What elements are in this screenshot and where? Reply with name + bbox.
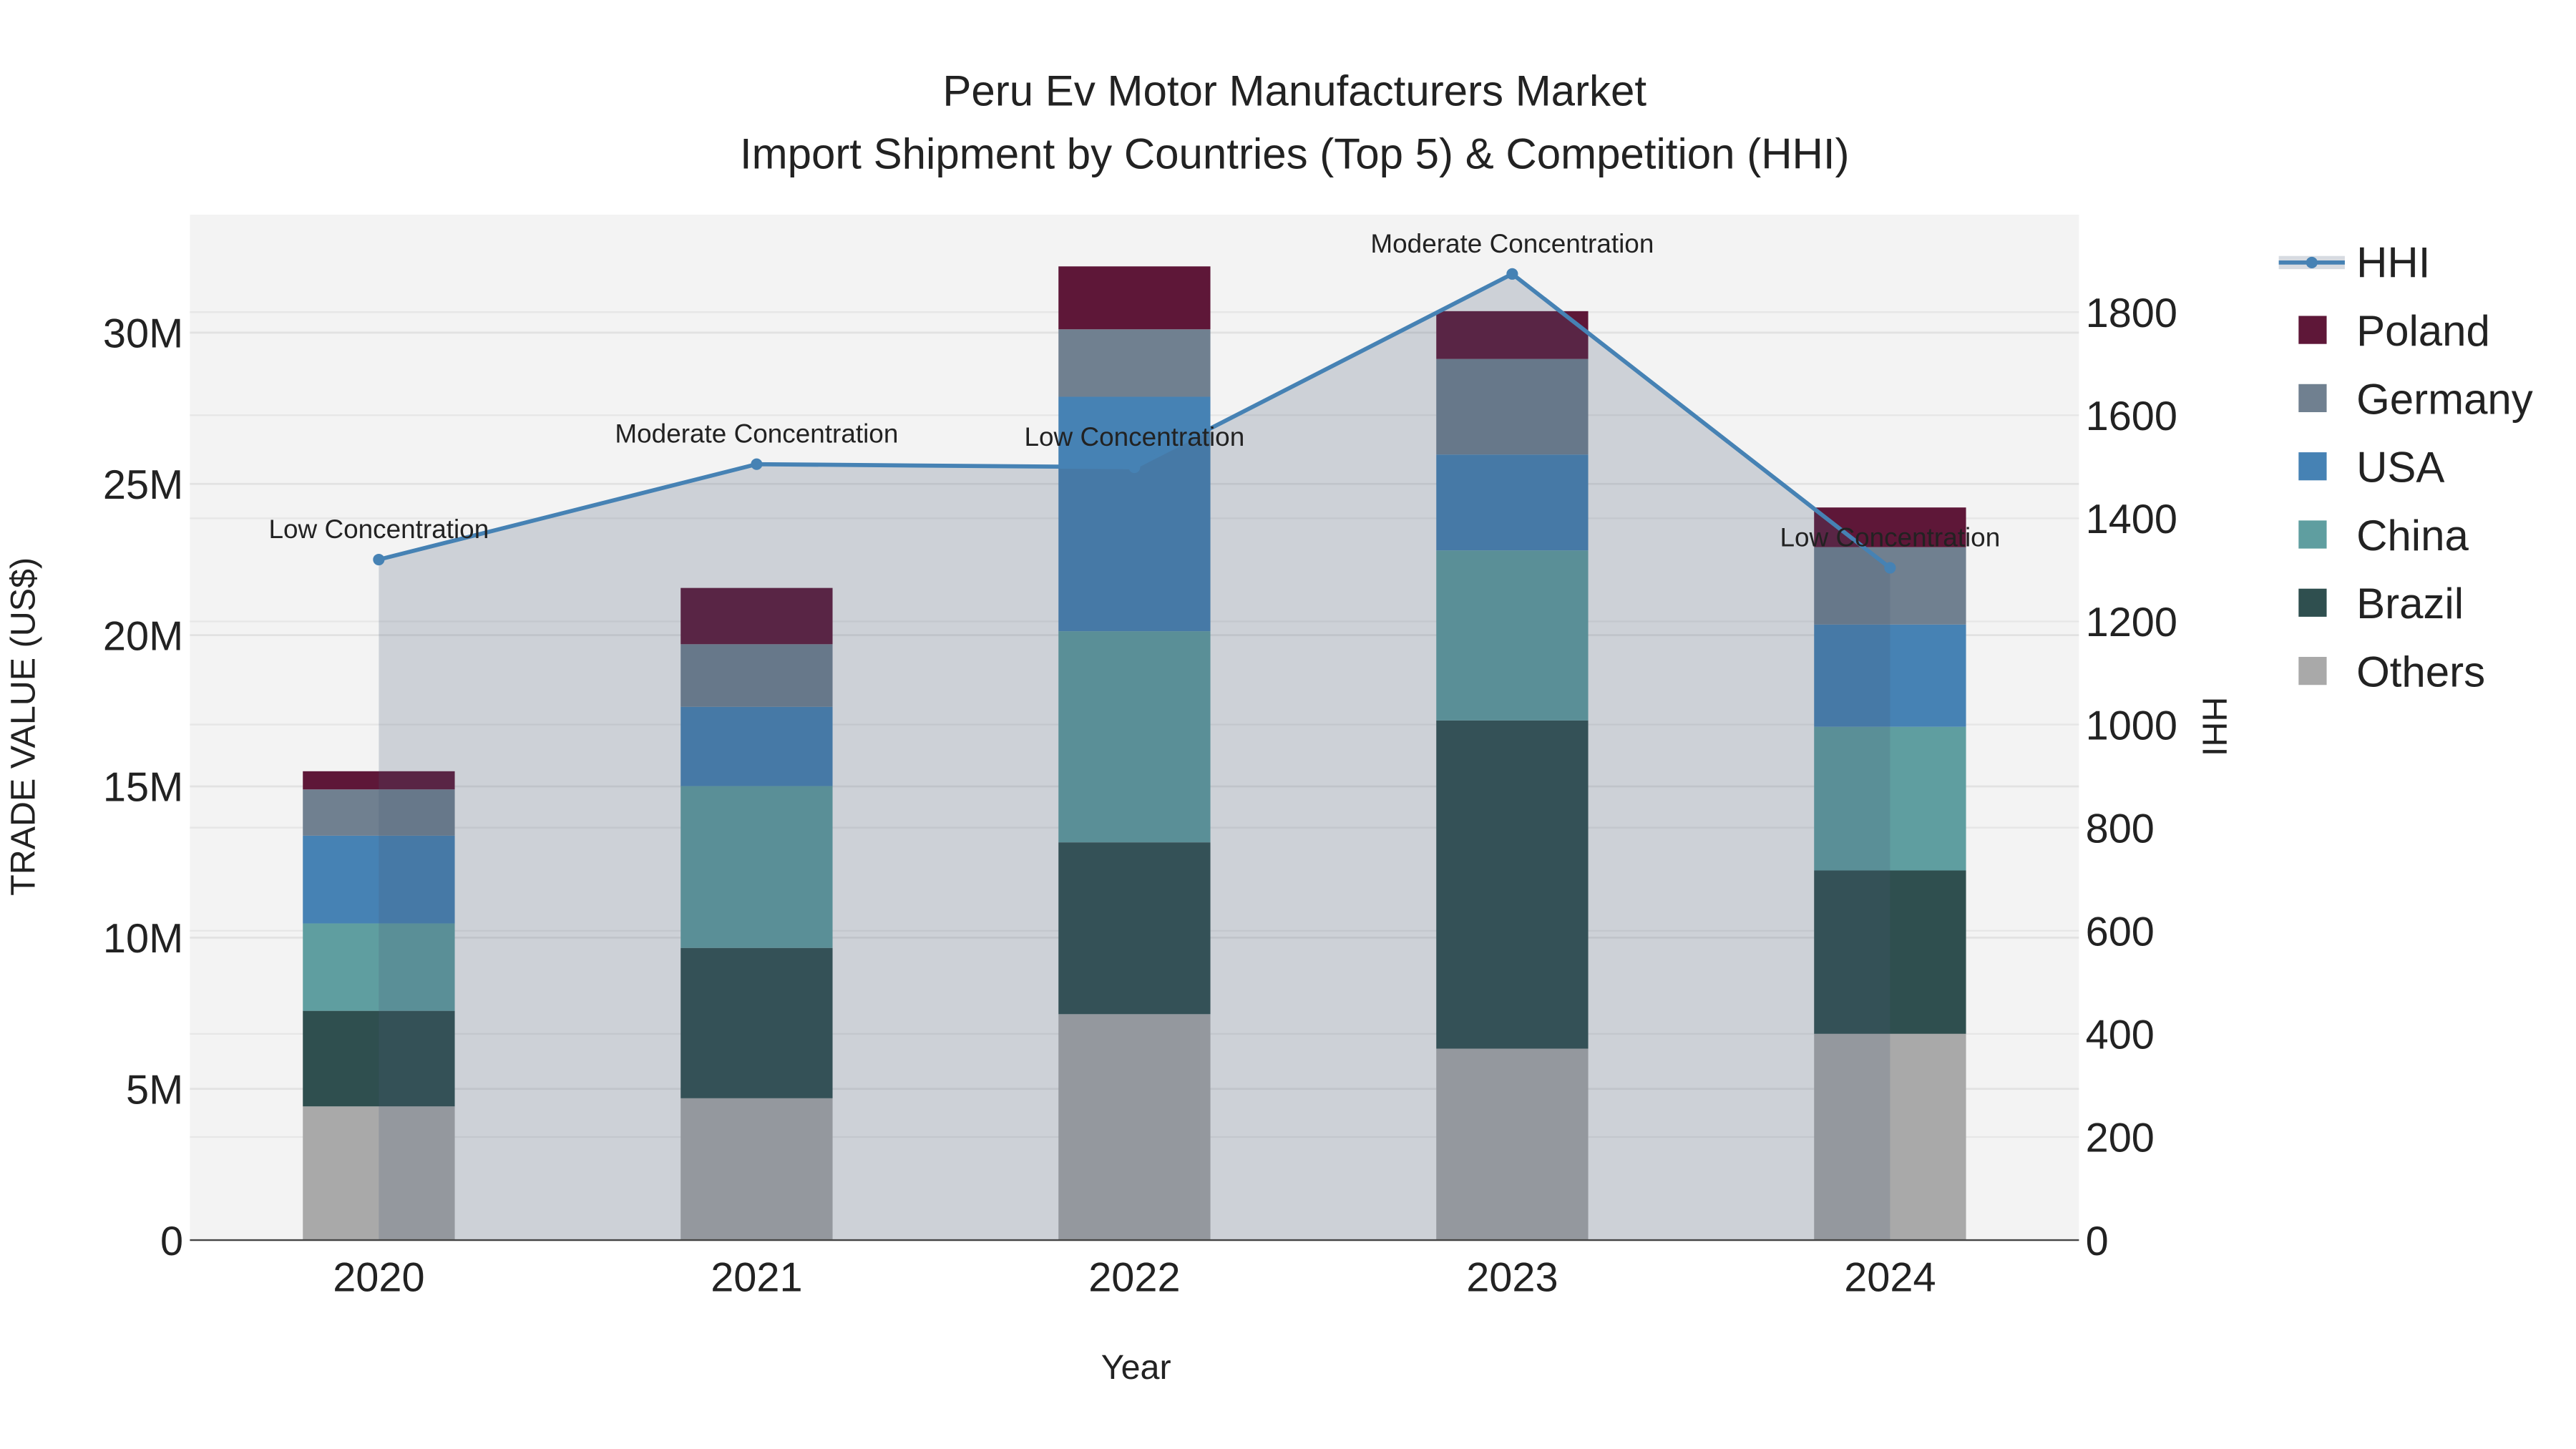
bar-poland-2020 (303, 771, 455, 790)
legend-label-china: China (2356, 512, 2469, 560)
bar-china-2022 (1058, 631, 1211, 843)
bar-germany-2022 (1058, 329, 1211, 397)
bar-usa-2020 (303, 835, 455, 924)
y2-tick-label: 1200 (2086, 600, 2177, 645)
y-tick-label: 25M (103, 462, 183, 508)
bar-brazil-2024 (1814, 870, 1966, 1034)
bar-poland-2022 (1058, 266, 1211, 330)
y2-tick-label: 1000 (2086, 703, 2177, 748)
bar-china-2023 (1436, 550, 1589, 721)
x-tick-label: 2022 (1088, 1255, 1180, 1301)
x-tick-label: 2023 (1466, 1255, 1558, 1301)
bars (303, 266, 1966, 1241)
legend-swatch-usa (2298, 452, 2327, 481)
hhi-series: Low Concentration Moderate Concentration L… (269, 229, 2001, 1241)
y-tick-label: 30M (103, 311, 183, 357)
y2-tick-label: 1400 (2086, 497, 2177, 542)
hhi-area (379, 273, 1890, 1241)
bar-poland-2023 (1436, 311, 1589, 359)
y2-tick-label: 0 (2086, 1219, 2109, 1264)
legend-swatch-china (2298, 520, 2327, 549)
hhi-annotation: Low Concentration (1780, 523, 2001, 552)
legend-swatch-others (2298, 657, 2327, 686)
bar-usa-2024 (1814, 624, 1966, 727)
x-tick-label: 2024 (1844, 1255, 1936, 1301)
hhi-point-2024 (1884, 562, 1896, 574)
y-tick-label: 5M (126, 1067, 183, 1113)
y-tick-label: 20M (103, 613, 183, 659)
legend-label-germany: Germany (2356, 375, 2533, 423)
bar-germany-2023 (1436, 358, 1589, 455)
bar-brazil-2021 (680, 947, 833, 1098)
bar-germany-2024 (1814, 547, 1966, 625)
x-tick-label: 2021 (711, 1255, 802, 1301)
bar-brazil-2023 (1436, 720, 1589, 1049)
y2-tick-label: 400 (2086, 1013, 2155, 1058)
hhi-point-2020 (373, 553, 385, 566)
bar-china-2020 (303, 923, 455, 1011)
hhi-point-2022 (1128, 461, 1141, 474)
legend-label-poland: Poland (2356, 307, 2490, 355)
bar-brazil-2020 (303, 1010, 455, 1107)
legend: HHI Poland Germany USA China Brazil Others (2278, 239, 2533, 696)
chart-subtitle: Import Shipment by Countries (Top 5) & C… (740, 130, 1850, 177)
legend-swatch-germany (2298, 384, 2327, 412)
bar-usa-2021 (680, 706, 833, 786)
y2-tick-label: 800 (2086, 806, 2155, 852)
legend-label-others: Others (2356, 648, 2485, 696)
legend-label-brazil: Brazil (2356, 580, 2464, 628)
x-tick-label: 2020 (333, 1255, 424, 1301)
bar-usa-2022 (1058, 396, 1211, 632)
hhi-annotation: Low Concentration (269, 514, 489, 544)
x-axis-title: Year (1101, 1348, 1171, 1387)
y2-tick-label: 1600 (2086, 394, 2177, 439)
legend-swatch-hhi-marker (2306, 256, 2318, 268)
bar-germany-2021 (680, 644, 833, 707)
bar-germany-2020 (303, 789, 455, 836)
y2-tick-label: 1800 (2086, 291, 2177, 336)
hhi-point-2023 (1506, 268, 1518, 280)
y-tick-label: 15M (103, 765, 183, 811)
y-tick-label: 0 (160, 1219, 183, 1264)
bar-brazil-2022 (1058, 842, 1211, 1015)
bar-others-2023 (1436, 1048, 1589, 1241)
legend-label-hhi: HHI (2356, 239, 2430, 287)
hhi-annotation: Low Concentration (1025, 422, 1245, 452)
bar-usa-2023 (1436, 454, 1589, 551)
y-axis-title: TRADE VALUE (US$) (4, 557, 42, 896)
y2-tick-label: 200 (2086, 1116, 2155, 1161)
bar-china-2021 (680, 786, 833, 948)
bar-others-2024 (1814, 1033, 1966, 1241)
bar-china-2024 (1814, 726, 1966, 871)
legend-label-usa: USA (2356, 444, 2444, 492)
hhi-annotation: Moderate Concentration (615, 419, 898, 449)
y2-tick-label: 600 (2086, 909, 2155, 955)
bar-others-2020 (303, 1106, 455, 1241)
ticks: 0 5M 10M 15M 20M 25M 30M 0 200 400 600 800 1000 1200 1… (103, 291, 2177, 1301)
bar-others-2021 (680, 1098, 833, 1241)
y-tick-label: 10M (103, 916, 183, 962)
hhi-point-2021 (751, 458, 763, 470)
chart-title: Peru Ev Motor Manufacturers Market (942, 67, 1646, 115)
bar-others-2022 (1058, 1014, 1211, 1241)
bar-poland-2021 (680, 587, 833, 645)
legend-swatch-brazil (2298, 588, 2327, 617)
legend-swatch-poland (2298, 316, 2327, 344)
y2-axis-title: HHI (2195, 697, 2233, 756)
hhi-annotation: Moderate Concentration (1370, 229, 1654, 258)
